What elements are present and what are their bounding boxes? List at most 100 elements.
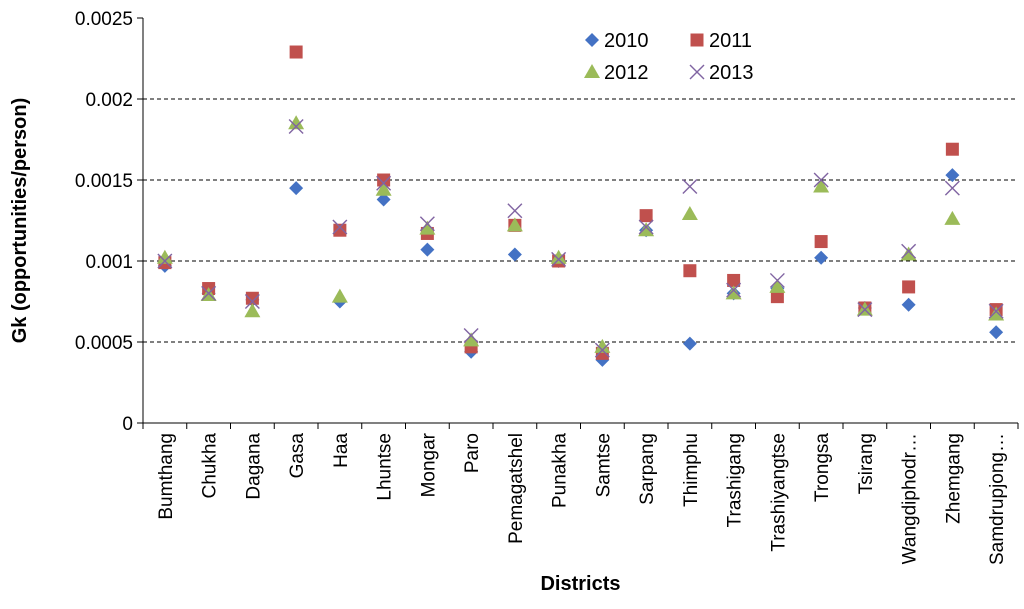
data-point-2012 bbox=[463, 332, 480, 347]
x-marker-stroke bbox=[813, 172, 829, 188]
data-point-2012 bbox=[419, 220, 436, 235]
data-point-2010 bbox=[945, 168, 960, 183]
y-tick-label: 0.001 bbox=[85, 252, 133, 273]
x-tick-label: Pemagatshel bbox=[506, 433, 527, 544]
x-tick-labels: Bumthang Chukha Dagana Gasa Haa Lhuntse Mongar… bbox=[156, 432, 1008, 565]
data-point-2010 bbox=[507, 247, 522, 262]
x-tick-label: Paro bbox=[462, 433, 483, 473]
data-point-2011 bbox=[945, 142, 959, 156]
data-point-2011 bbox=[639, 209, 653, 223]
data-point-2010 bbox=[289, 181, 304, 196]
x-marker-stroke bbox=[769, 272, 785, 288]
data-point-2011 bbox=[727, 273, 741, 287]
x-tick-label: Wangdiphodr… bbox=[900, 433, 921, 564]
data-point-2013 bbox=[813, 172, 829, 188]
data-point-2012 bbox=[769, 278, 786, 293]
data-point-2011 bbox=[902, 280, 916, 294]
y-axis-title: Gk (opportunities/person) bbox=[9, 98, 31, 344]
data-point-2012 bbox=[725, 285, 742, 300]
x-marker-stroke bbox=[857, 302, 873, 318]
x-marker-stroke bbox=[376, 175, 392, 191]
data-point-2012 bbox=[944, 210, 961, 225]
legend-label-2010: 2010 bbox=[604, 30, 649, 52]
x-marker-stroke bbox=[419, 216, 435, 232]
data-point-2012 bbox=[988, 306, 1005, 321]
x-marker-stroke bbox=[507, 203, 523, 219]
y-tick-label: 0 bbox=[122, 414, 133, 435]
data-point-2010 bbox=[682, 336, 697, 351]
x-marker-stroke bbox=[551, 251, 567, 267]
data-point-2013 bbox=[288, 119, 304, 135]
data-point-2010 bbox=[901, 297, 916, 312]
data-point-2012 bbox=[156, 249, 173, 264]
x-tick-label: Dagana bbox=[243, 433, 264, 500]
data-point-2013 bbox=[419, 216, 435, 232]
data-point-2013 bbox=[638, 219, 654, 235]
x-marker-stroke bbox=[332, 219, 348, 235]
data-point-2011 bbox=[814, 235, 828, 249]
data-point-2010 bbox=[376, 192, 391, 207]
x-marker-stroke bbox=[463, 328, 479, 344]
y-tick-labels: 0 0.0005 0.001 0.0015 0.002 0.0025 bbox=[75, 9, 133, 435]
x-marker-stroke bbox=[689, 64, 705, 80]
x-tick-label: Haa bbox=[331, 433, 352, 468]
data-point-2013 bbox=[944, 180, 960, 196]
y-tick-label: 0.0015 bbox=[75, 171, 133, 192]
data-point-2012 bbox=[681, 206, 698, 221]
x-tick-label: Trashigang bbox=[725, 433, 746, 527]
data-marks bbox=[156, 45, 1005, 367]
x-marker-stroke bbox=[726, 282, 742, 298]
data-point-2012 bbox=[813, 178, 830, 193]
legend-marker-2011 bbox=[690, 33, 704, 47]
data-point-2012 bbox=[550, 249, 567, 264]
x-marker-stroke bbox=[244, 294, 260, 309]
data-point-2013 bbox=[682, 178, 698, 194]
data-point-2011 bbox=[289, 45, 303, 59]
x-marker-stroke bbox=[594, 342, 610, 358]
legend-label-2013: 2013 bbox=[709, 62, 754, 84]
legend-marker-2013 bbox=[689, 64, 705, 80]
y-tick-label: 0.0025 bbox=[75, 9, 133, 30]
data-point-2013 bbox=[376, 175, 392, 191]
x-tick-label: Sarpang bbox=[637, 433, 658, 505]
data-point-2012 bbox=[594, 338, 611, 353]
data-point-2013 bbox=[157, 253, 173, 269]
x-tick-label: Zhemgang bbox=[943, 433, 964, 524]
x-marker-stroke bbox=[201, 285, 217, 301]
data-point-2012 bbox=[288, 115, 305, 130]
data-point-2010 bbox=[814, 250, 829, 265]
x-marker-stroke bbox=[288, 119, 304, 135]
legend-label-2011: 2011 bbox=[709, 30, 752, 52]
data-point-2013 bbox=[769, 272, 785, 288]
data-point-2010 bbox=[989, 325, 1004, 340]
data-point-2013 bbox=[901, 243, 917, 259]
x-tick-label: Punakha bbox=[550, 433, 571, 508]
data-point-2010 bbox=[420, 242, 435, 257]
x-marker-stroke bbox=[157, 253, 173, 269]
axes bbox=[137, 17, 1019, 429]
data-point-2012 bbox=[638, 222, 655, 237]
x-tick-label: Samdrupjong… bbox=[987, 433, 1008, 565]
data-point-2013 bbox=[857, 302, 873, 318]
legend-marker-2012 bbox=[584, 64, 600, 78]
data-point-2013 bbox=[507, 203, 523, 219]
legend-label-2012: 2012 bbox=[604, 62, 649, 84]
grid-lines bbox=[143, 98, 1018, 343]
x-marker-stroke bbox=[638, 219, 654, 235]
data-point-2013 bbox=[594, 342, 610, 358]
data-point-2011 bbox=[770, 290, 784, 304]
x-tick-label: Trashiyangtse bbox=[768, 433, 789, 552]
x-tick-label: Chukha bbox=[200, 433, 221, 499]
data-point-2011 bbox=[377, 173, 391, 187]
data-point-2012 bbox=[506, 217, 523, 232]
legend-marker-2010 bbox=[585, 33, 599, 47]
x-tick-label: Mongar bbox=[418, 432, 439, 497]
data-point-2011 bbox=[333, 223, 347, 237]
data-point-2013 bbox=[551, 251, 567, 267]
data-point-2013 bbox=[988, 303, 1004, 319]
data-point-2013 bbox=[201, 285, 217, 301]
data-point-2012 bbox=[375, 181, 392, 196]
x-marker-stroke bbox=[682, 178, 698, 194]
x-axis-title: Districts bbox=[540, 573, 620, 595]
